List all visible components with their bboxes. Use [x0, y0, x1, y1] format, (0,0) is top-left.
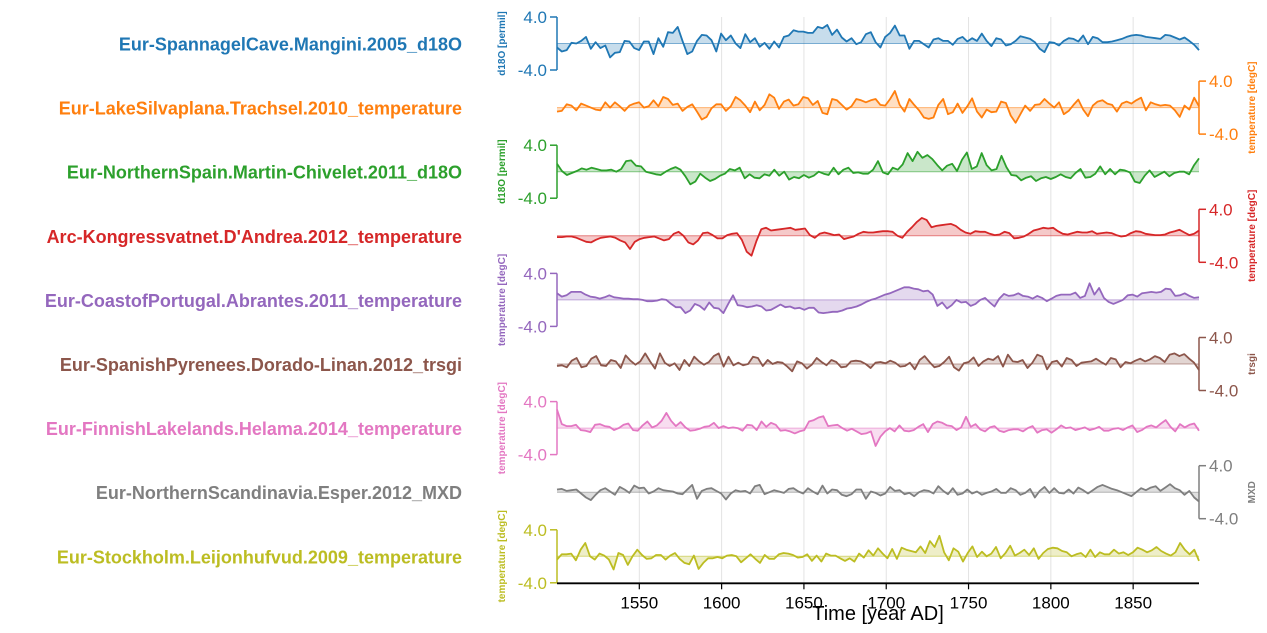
panel-0: Eur-SpannagelCave.Mangini.2005_d18O 4.0 -4…: [119, 8, 1200, 80]
series-line-7: [556, 483, 1200, 503]
y-axis-label-4: temperature [degC]: [497, 254, 508, 346]
y-axis-label-1: temperature [degC]: [1247, 61, 1258, 153]
panel-4: Eur-CoastofPortugal.Abrantes.2011_temper…: [45, 254, 1200, 346]
series-panels: Eur-SpannagelCave.Mangini.2005_d18O 4.0 -4…: [45, 8, 1258, 602]
panel-7: Eur-NorthernScandinavia.Esper.2012_MXD 4.…: [96, 457, 1258, 529]
x-tick-label-1750: 1750: [950, 593, 988, 612]
series-name-4: Eur-CoastofPortugal.Abrantes.2011_temper…: [45, 291, 462, 311]
y-axis-label-5: trsgi: [1247, 353, 1258, 375]
y-tick-label-2-0: 4.0: [523, 136, 547, 155]
y-tick-label-2-1: -4.0: [518, 189, 547, 208]
y-tick-label-5-1: -4.0: [1209, 382, 1238, 401]
series-line-3: [557, 216, 1200, 257]
series-line-5: [556, 352, 1200, 373]
series-line-1: [556, 90, 1200, 124]
x-tick-label-1550: 1550: [620, 593, 658, 612]
series-name-3: Arc-Kongressvatnet.D'Andrea.2012_tempera…: [47, 227, 462, 247]
y-tick-label-7-0: 4.0: [1209, 457, 1233, 476]
x-tick-label-1650: 1650: [785, 593, 823, 612]
y-axis-label-7: MXD: [1247, 481, 1258, 503]
x-tick-label-1850: 1850: [1114, 593, 1152, 612]
x-tick-label-1800: 1800: [1032, 593, 1070, 612]
y-tick-label-1-1: -4.0: [1209, 125, 1238, 144]
y-tick-label-0-0: 4.0: [523, 8, 547, 27]
x-tick-label-1700: 1700: [867, 593, 905, 612]
panel-5: Eur-SpanishPyrenees.Dorado-Linan.2012_tr…: [60, 329, 1258, 401]
panel-6: Eur-FinnishLakelands.Helama.2014_tempera…: [46, 382, 1200, 474]
x-axis-label: Time [year AD]: [812, 603, 944, 625]
y-tick-label-6-0: 4.0: [523, 393, 547, 412]
series-fill-3: [557, 217, 1199, 256]
y-axis-label-0: d18O [permil]: [497, 11, 508, 75]
series-line-6: [556, 409, 1200, 447]
x-axis: Time [year AD] 1550 1600 1650 1700 1750 1800 1…: [557, 582, 1199, 625]
y-tick-label-7-1: -4.0: [1209, 510, 1238, 529]
y-tick-label-5-0: 4.0: [1209, 329, 1233, 348]
y-tick-label-8-0: 4.0: [523, 521, 547, 540]
y-tick-label-3-1: -4.0: [1209, 253, 1238, 272]
series-line-4: [556, 282, 1200, 315]
series-fill-7: [557, 484, 1199, 502]
series-fill-5: [557, 353, 1199, 372]
series-fill-2: [557, 151, 1199, 185]
panel-8: Eur-Stockholm.Leijonhufvud.2009_temperat…: [57, 510, 1200, 602]
y-tick-label-8-1: -4.0: [518, 574, 547, 593]
y-tick-label-4-0: 4.0: [523, 264, 547, 283]
series-name-1: Eur-LakeSilvaplana.Trachsel.2010_tempera…: [59, 99, 462, 119]
series-name-5: Eur-SpanishPyrenees.Dorado-Linan.2012_tr…: [60, 355, 462, 375]
series-fill-8: [557, 535, 1199, 570]
series-name-2: Eur-NorthernSpain.Martin-Chivelet.2011_d…: [67, 163, 462, 183]
y-tick-label-4-1: -4.0: [518, 317, 547, 336]
series-line-8: [556, 534, 1200, 571]
y-tick-label-3-0: 4.0: [1209, 200, 1233, 219]
series-fill-0: [557, 25, 1199, 58]
panel-3: Arc-Kongressvatnet.D'Andrea.2012_tempera…: [47, 190, 1258, 282]
y-axis-label-2: d18O [permil]: [497, 139, 508, 203]
x-tick-label-1600: 1600: [703, 593, 741, 612]
y-axis-label-3: temperature [degC]: [1247, 190, 1258, 282]
panel-1: Eur-LakeSilvaplana.Trachsel.2010_tempera…: [59, 61, 1258, 153]
series-name-7: Eur-NorthernScandinavia.Esper.2012_MXD: [96, 483, 462, 503]
series-name-0: Eur-SpannagelCave.Mangini.2005_d18O: [119, 35, 462, 55]
series-line-0: [556, 24, 1200, 59]
series-name-6: Eur-FinnishLakelands.Helama.2014_tempera…: [46, 419, 462, 439]
series-line-2: [556, 150, 1200, 186]
y-tick-label-0-1: -4.0: [518, 61, 547, 80]
y-tick-label-6-1: -4.0: [518, 446, 547, 465]
y-tick-label-1-0: 4.0: [1209, 72, 1233, 91]
panel-2: Eur-NorthernSpain.Martin-Chivelet.2011_d…: [67, 136, 1200, 208]
series-name-8: Eur-Stockholm.Leijonhufvud.2009_temperat…: [57, 547, 462, 567]
y-axis-label-8: temperature [degC]: [497, 510, 508, 602]
y-axis-label-6: temperature [degC]: [497, 382, 508, 474]
series-fill-1: [557, 91, 1199, 123]
